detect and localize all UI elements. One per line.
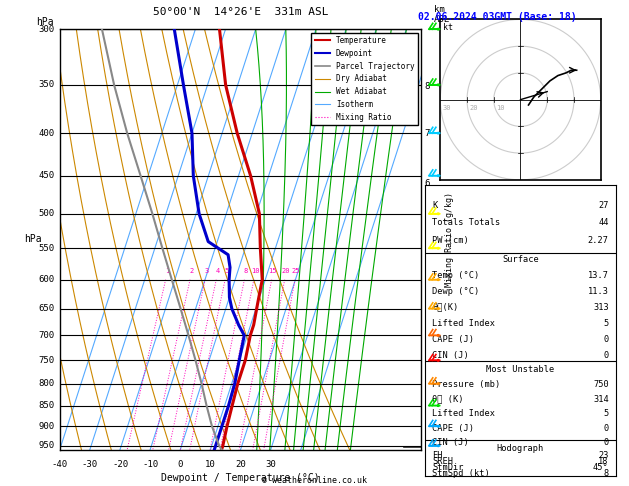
- Text: 4: 4: [215, 268, 220, 274]
- Text: 0: 0: [603, 351, 609, 360]
- Text: EH: EH: [432, 451, 443, 460]
- Text: 700: 700: [38, 331, 54, 340]
- Text: StmDir: StmDir: [432, 463, 464, 472]
- Text: 5: 5: [603, 409, 609, 418]
- Text: 30: 30: [443, 105, 452, 111]
- Text: 5: 5: [425, 236, 430, 245]
- Text: 313: 313: [593, 303, 609, 312]
- Text: -20: -20: [112, 460, 128, 469]
- Text: hPa: hPa: [24, 234, 42, 244]
- Text: Mixing Ratio (g/kg): Mixing Ratio (g/kg): [445, 192, 454, 287]
- Text: 400: 400: [38, 129, 54, 138]
- Text: 314: 314: [593, 395, 609, 403]
- Text: 900: 900: [38, 422, 54, 431]
- Text: 0: 0: [603, 335, 609, 344]
- Text: 750: 750: [593, 380, 609, 389]
- Text: 44: 44: [598, 218, 609, 227]
- Text: Most Unstable: Most Unstable: [486, 365, 555, 374]
- Text: 450: 450: [38, 171, 54, 180]
- Text: 27: 27: [598, 201, 609, 209]
- Text: 350: 350: [38, 80, 54, 89]
- Text: 1: 1: [165, 268, 169, 274]
- Text: 0: 0: [603, 424, 609, 433]
- Text: Totals Totals: Totals Totals: [432, 218, 501, 227]
- Text: 18: 18: [598, 457, 609, 466]
- Text: Hodograph: Hodograph: [497, 444, 544, 453]
- Text: 10: 10: [496, 105, 505, 111]
- Text: Lifted Index: Lifted Index: [432, 409, 495, 418]
- Text: LCL: LCL: [425, 443, 439, 452]
- Text: Surface: Surface: [502, 255, 539, 263]
- Text: 8: 8: [243, 268, 248, 274]
- Text: 50°00'N  14°26'E  331m ASL: 50°00'N 14°26'E 331m ASL: [153, 7, 328, 17]
- Text: km
ASL: km ASL: [434, 5, 450, 24]
- Text: 5: 5: [603, 319, 609, 328]
- Text: PW (cm): PW (cm): [432, 237, 469, 245]
- Text: -10: -10: [142, 460, 159, 469]
- Text: 3: 3: [425, 331, 430, 340]
- Text: Pressure (mb): Pressure (mb): [432, 380, 501, 389]
- Text: 3: 3: [204, 268, 209, 274]
- Text: hPa: hPa: [36, 17, 53, 27]
- Text: 500: 500: [38, 209, 54, 218]
- Text: 550: 550: [38, 244, 54, 253]
- Text: 1: 1: [425, 421, 430, 430]
- Text: 8: 8: [603, 469, 609, 478]
- Text: 13.7: 13.7: [587, 271, 609, 279]
- Text: 5: 5: [225, 268, 228, 274]
- Text: 7: 7: [425, 129, 430, 138]
- Text: 45°: 45°: [593, 463, 609, 472]
- Text: 2: 2: [189, 268, 194, 274]
- Text: 0: 0: [177, 460, 183, 469]
- Text: CAPE (J): CAPE (J): [432, 424, 474, 433]
- Text: 23: 23: [598, 451, 609, 460]
- Text: CIN (J): CIN (J): [432, 351, 469, 360]
- Text: 850: 850: [38, 401, 54, 410]
- Text: StmSpd (kt): StmSpd (kt): [432, 469, 490, 478]
- Text: Dewp (°C): Dewp (°C): [432, 287, 479, 295]
- Text: 10: 10: [251, 268, 259, 274]
- Text: Temp (°C): Temp (°C): [432, 271, 479, 279]
- Text: 11.3: 11.3: [587, 287, 609, 295]
- Text: 02.06.2024 03GMT (Base: 18): 02.06.2024 03GMT (Base: 18): [418, 12, 577, 22]
- Text: 800: 800: [38, 379, 54, 388]
- Text: 15: 15: [269, 268, 277, 274]
- Text: 950: 950: [38, 441, 54, 450]
- Text: 8: 8: [425, 83, 430, 91]
- Text: 2.27: 2.27: [587, 237, 609, 245]
- Text: 300: 300: [38, 25, 54, 34]
- Text: 2: 2: [425, 377, 430, 386]
- Text: Lifted Index: Lifted Index: [432, 319, 495, 328]
- Text: -30: -30: [82, 460, 98, 469]
- Text: © weatheronline.co.uk: © weatheronline.co.uk: [262, 475, 367, 485]
- Text: 600: 600: [38, 275, 54, 284]
- Text: 20: 20: [235, 460, 246, 469]
- Text: SREH: SREH: [432, 457, 454, 466]
- Text: 750: 750: [38, 356, 54, 365]
- Text: 6: 6: [425, 179, 430, 188]
- Text: K: K: [432, 201, 438, 209]
- Text: 20: 20: [282, 268, 290, 274]
- Text: CIN (J): CIN (J): [432, 438, 469, 447]
- Text: Dewpoint / Temperature (°C): Dewpoint / Temperature (°C): [161, 473, 320, 483]
- Text: 20: 20: [470, 105, 478, 111]
- Text: kt: kt: [443, 23, 453, 32]
- Text: 4: 4: [425, 280, 430, 290]
- Text: 10: 10: [205, 460, 216, 469]
- Text: 650: 650: [38, 304, 54, 313]
- Text: 25: 25: [292, 268, 301, 274]
- Text: CAPE (J): CAPE (J): [432, 335, 474, 344]
- Legend: Temperature, Dewpoint, Parcel Trajectory, Dry Adiabat, Wet Adiabat, Isotherm, Mi: Temperature, Dewpoint, Parcel Trajectory…: [311, 33, 418, 125]
- Text: θᴇ (K): θᴇ (K): [432, 395, 464, 403]
- Text: -40: -40: [52, 460, 68, 469]
- Text: 0: 0: [603, 438, 609, 447]
- Text: 30: 30: [265, 460, 276, 469]
- Text: θᴇ(K): θᴇ(K): [432, 303, 459, 312]
